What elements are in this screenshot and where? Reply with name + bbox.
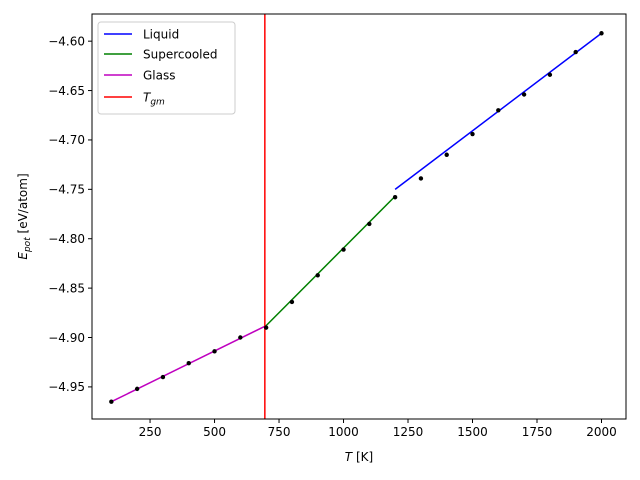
legend: Liquid Supercooled Glass Tgm [97,21,236,115]
axes-frame [91,13,627,420]
legend-label-liquid: Liquid [143,28,179,42]
x-tick-label: 250 [139,425,162,439]
legend-label-tgm: Tgm [143,91,165,108]
data-point [470,131,475,137]
y-tick-label: −4.85 [48,281,85,295]
data-point [444,152,449,157]
data-point [186,360,191,366]
x-tick-label: 1500 [457,425,488,439]
legend-frame [97,21,236,115]
data-point [418,176,424,181]
data-point [496,108,501,113]
data-point [573,49,578,55]
y-tick-label: −4.70 [48,133,85,147]
data-point [547,72,553,77]
y-tick-label: −4.60 [48,34,85,48]
plot-area [109,14,604,419]
x-axis-label: T [K] [345,450,373,464]
x-tick-label: 750 [268,425,291,439]
legend-label-supercooled: Supercooled [143,48,218,62]
data-point [599,31,604,36]
data-point [392,195,398,200]
y-tick-label: −4.95 [48,380,85,394]
y-tick-label: −4.65 [48,84,85,98]
data-point [367,221,372,227]
y-axis-label: Epot [eV/atom] [16,173,33,259]
x-tick-label: 1750 [522,425,553,439]
x-tick-label: 2000 [586,425,617,439]
data-point [212,349,217,354]
data-point [341,247,346,252]
data-point [160,374,166,380]
x-tick-label: 1000 [328,425,359,439]
y-tick-label: −4.75 [48,183,85,197]
data-point [289,299,295,305]
data-point [521,92,527,97]
data-point [263,325,269,330]
x-tick-label: 500 [203,425,226,439]
legend-label-glass: Glass [143,69,176,83]
data-point [238,335,243,340]
y-tick-label: −4.80 [48,232,85,246]
data-point [109,399,114,404]
y-tick-label: −4.90 [48,331,85,345]
x-tick-label: 1250 [393,425,424,439]
axis-ticks: 250 500 750 1000 1250 1500 1750 2000 −4.95 −4.90 −… [48,34,617,439]
data-point [134,386,140,392]
series-line-supercooled [265,195,396,327]
data-point [315,273,320,278]
